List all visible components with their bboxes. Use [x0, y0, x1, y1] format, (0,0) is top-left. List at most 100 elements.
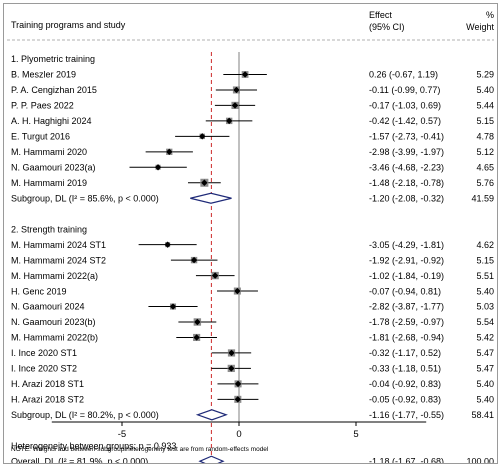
overall-label: Overall, DL (I² = 81.9%, p < 0.000) — [11, 456, 148, 463]
point-estimate — [211, 272, 219, 279]
study-label: I. Ince 2020 ST2 — [11, 364, 77, 374]
effect-ci-value: -0.17 (-1.03, 0.69) — [369, 101, 441, 111]
study-label: P. P. Paes 2022 — [11, 101, 74, 111]
header-effect-line2: (95% CI) — [369, 22, 405, 32]
point-estimate — [231, 102, 239, 109]
study-label: B. Meszler 2019 — [11, 70, 76, 80]
effect-ci-value: -1.02 (-1.84, -0.19) — [369, 271, 444, 281]
study-label: E. Turgut 2016 — [11, 132, 70, 142]
effect-ci-value: -2.82 (-3.87, -1.77) — [369, 302, 444, 312]
effect-ci-value: -2.98 (-3.99, -1.97) — [369, 147, 444, 157]
point-estimate — [193, 334, 200, 341]
weight-value: 4.62 — [476, 240, 494, 250]
point-estimate — [190, 256, 198, 264]
weight-value: 100.00 — [466, 456, 494, 463]
x-tick-label: 0 — [236, 429, 241, 440]
header-study-column: Training programs and study — [11, 20, 126, 30]
x-tick-label: 5 — [353, 429, 358, 440]
weight-value: 41.59 — [471, 193, 494, 203]
weight-value: 5.47 — [476, 364, 494, 374]
study-label: N. Gaamouri 2024 — [11, 302, 85, 312]
weight-value: 4.65 — [476, 162, 494, 172]
study-label: M. Hammami 2020 — [11, 147, 87, 157]
subgroup-heading: 2. Strength training — [11, 224, 87, 234]
study-label: H. Arazi 2018 ST2 — [11, 395, 84, 405]
study-label: M. Hammami 2022(a) — [11, 271, 98, 281]
weight-value: 5.40 — [476, 286, 494, 296]
effect-ci-value: -1.16 (-1.77, -0.55) — [369, 410, 444, 420]
heterogeneity-text: Heterogeneity between groups: p = 0.933 — [11, 441, 176, 451]
study-label: H. Arazi 2018 ST1 — [11, 379, 84, 389]
header-weight-line1: % — [485, 10, 494, 20]
study-label: H. Genc 2019 — [11, 286, 67, 296]
point-estimate — [234, 396, 242, 403]
point-estimate — [228, 349, 235, 357]
header-effect-line1: Effect — [369, 10, 392, 20]
effect-ci-value: -1.18 (-1.67, -0.68) — [369, 456, 444, 463]
weight-value: 5.40 — [476, 379, 494, 389]
effect-ci-value: -3.46 (-4.68, -2.23) — [369, 162, 444, 172]
subgroup-heading: 1. Plyometric training — [11, 54, 95, 64]
weight-value: 5.47 — [476, 348, 494, 358]
point-estimate — [164, 241, 171, 248]
study-label: A. H. Haghighi 2024 — [11, 116, 92, 126]
weight-value: 5.03 — [476, 302, 494, 312]
study-label: M. Hammami 2024 ST1 — [11, 240, 106, 250]
point-estimate — [169, 303, 177, 310]
forest-plot: 1. Plyometric training B. Meszler 2019 0.2… — [7, 39, 494, 463]
effect-ci-value: -1.81 (-2.68, -0.94) — [369, 333, 444, 343]
weight-value: 5.51 — [476, 271, 494, 281]
point-estimate — [228, 365, 235, 372]
effect-ci-value: -1.78 (-2.59, -0.97) — [369, 317, 444, 327]
study-label: P. A. Cengizhan 2015 — [11, 85, 97, 95]
effect-ci-value: -0.05 (-0.92, 0.83) — [369, 395, 441, 405]
x-tick-label: -5 — [118, 429, 126, 440]
effect-ci-value: -0.42 (-1.42, 0.57) — [369, 116, 441, 126]
weight-value: 5.76 — [476, 178, 494, 188]
effect-ci-value: -3.05 (-4.29, -1.81) — [369, 240, 444, 250]
weight-value: 5.15 — [476, 255, 494, 265]
effect-ci-value: -0.04 (-0.92, 0.83) — [369, 379, 441, 389]
weight-value: 5.54 — [476, 317, 494, 327]
effect-ci-value: -0.33 (-1.18, 0.51) — [369, 364, 441, 374]
effect-ci-value: -0.07 (-0.94, 0.81) — [369, 286, 441, 296]
study-label: I. Ince 2020 ST1 — [11, 348, 77, 358]
weight-value: 4.78 — [476, 132, 494, 142]
weight-value: 5.44 — [476, 101, 494, 111]
subgroup-label: Subgroup, DL (I² = 80.2%, p < 0.000) — [11, 410, 159, 420]
weight-value: 5.12 — [476, 147, 494, 157]
study-label: M. Hammami 2022(b) — [11, 333, 98, 343]
effect-ci-value: -1.20 (-2.08, -0.32) — [369, 193, 444, 203]
point-estimate — [154, 164, 162, 171]
point-estimate — [241, 71, 249, 78]
subgroup-diamond — [195, 409, 228, 421]
point-estimate — [234, 380, 242, 388]
point-estimate — [234, 287, 241, 295]
study-label: M. Hammami 2024 ST2 — [11, 255, 106, 265]
point-estimate — [166, 148, 173, 156]
weight-value: 58.41 — [471, 410, 494, 420]
overall-diamond — [198, 455, 225, 463]
footnote: NOTE: Weights and between-subgroup heter… — [11, 446, 269, 453]
weight-value: 5.40 — [476, 395, 494, 405]
point-estimate — [233, 86, 240, 94]
effect-ci-value: -1.48 (-2.18, -0.78) — [369, 178, 444, 188]
effect-ci-value: -0.11 (-0.99, 0.77) — [369, 85, 440, 95]
study-label: M. Hammami 2019 — [11, 178, 87, 188]
study-label: N. Gaamouri 2023(b) — [11, 317, 96, 327]
point-estimate — [225, 117, 233, 125]
study-label: N. Gaamouri 2023(a) — [11, 162, 96, 172]
weight-value: 5.42 — [476, 333, 494, 343]
weight-value: 5.40 — [476, 85, 494, 95]
subgroup-label: Subgroup, DL (I² = 85.6%, p < 0.000) — [11, 193, 159, 203]
effect-ci-value: -1.92 (-2.91, -0.92) — [369, 255, 444, 265]
header-weight-line2: Weight — [466, 22, 494, 32]
effect-ci-value: -0.32 (-1.17, 0.52) — [369, 348, 441, 358]
forest-plot-frame: Training programs and study Effect (95% … — [3, 3, 498, 464]
point-estimate — [199, 133, 206, 140]
point-estimate — [201, 179, 208, 186]
point-estimate — [194, 318, 201, 326]
weight-value: 5.29 — [476, 70, 494, 80]
subgroup-diamond — [190, 192, 232, 204]
effect-ci-value: -1.57 (-2.73, -0.41) — [369, 132, 444, 142]
